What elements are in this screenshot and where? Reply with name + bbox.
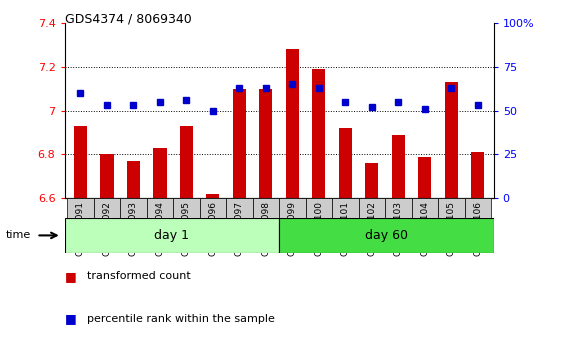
Text: ■: ■ (65, 270, 76, 282)
Bar (206, 194, 219, 198)
Bar (438, 198, 465, 218)
Bar (74, 126, 87, 198)
Bar (471, 152, 484, 198)
Bar (286, 49, 299, 198)
Text: GSM586096: GSM586096 (208, 201, 217, 256)
Bar (127, 161, 140, 198)
Bar (358, 198, 385, 218)
Text: ■: ■ (65, 312, 76, 325)
Text: GSM586100: GSM586100 (314, 201, 323, 256)
Bar (385, 198, 412, 218)
Text: transformed count: transformed count (87, 271, 191, 281)
Bar (94, 198, 120, 218)
Bar (67, 198, 94, 218)
Bar (259, 89, 273, 198)
Text: GSM586093: GSM586093 (129, 201, 138, 256)
Text: time: time (6, 230, 31, 240)
Bar (412, 198, 438, 218)
Bar (465, 198, 491, 218)
Bar (332, 198, 358, 218)
Text: GSM586103: GSM586103 (394, 201, 403, 256)
Text: GSM586102: GSM586102 (367, 201, 376, 256)
Bar (445, 82, 458, 198)
Bar (279, 198, 306, 218)
Text: GSM586095: GSM586095 (182, 201, 191, 256)
Bar (65, 218, 279, 253)
Bar (100, 154, 113, 198)
Text: percentile rank within the sample: percentile rank within the sample (87, 314, 275, 324)
Bar (120, 198, 146, 218)
Text: GSM586094: GSM586094 (155, 201, 164, 256)
Text: GSM586106: GSM586106 (473, 201, 482, 256)
Bar (200, 198, 226, 218)
Bar (252, 198, 279, 218)
Text: GSM586105: GSM586105 (447, 201, 456, 256)
Text: GDS4374 / 8069340: GDS4374 / 8069340 (65, 12, 191, 25)
Bar (279, 218, 494, 253)
Text: day 1: day 1 (154, 229, 189, 242)
Bar (365, 163, 379, 198)
Bar (418, 156, 431, 198)
Text: day 60: day 60 (365, 229, 408, 242)
Text: GSM586097: GSM586097 (235, 201, 244, 256)
Text: GSM586099: GSM586099 (288, 201, 297, 256)
Bar (233, 89, 246, 198)
Bar (312, 69, 325, 198)
Text: GSM586101: GSM586101 (341, 201, 350, 256)
Bar (146, 198, 173, 218)
Bar (180, 126, 193, 198)
Bar (153, 148, 167, 198)
Bar (392, 135, 405, 198)
Bar (306, 198, 332, 218)
Bar (226, 198, 252, 218)
Text: GSM586104: GSM586104 (420, 201, 429, 256)
Text: GSM586091: GSM586091 (76, 201, 85, 256)
Text: GSM586092: GSM586092 (103, 201, 112, 256)
Bar (339, 128, 352, 198)
Bar (173, 198, 200, 218)
Text: GSM586098: GSM586098 (261, 201, 270, 256)
